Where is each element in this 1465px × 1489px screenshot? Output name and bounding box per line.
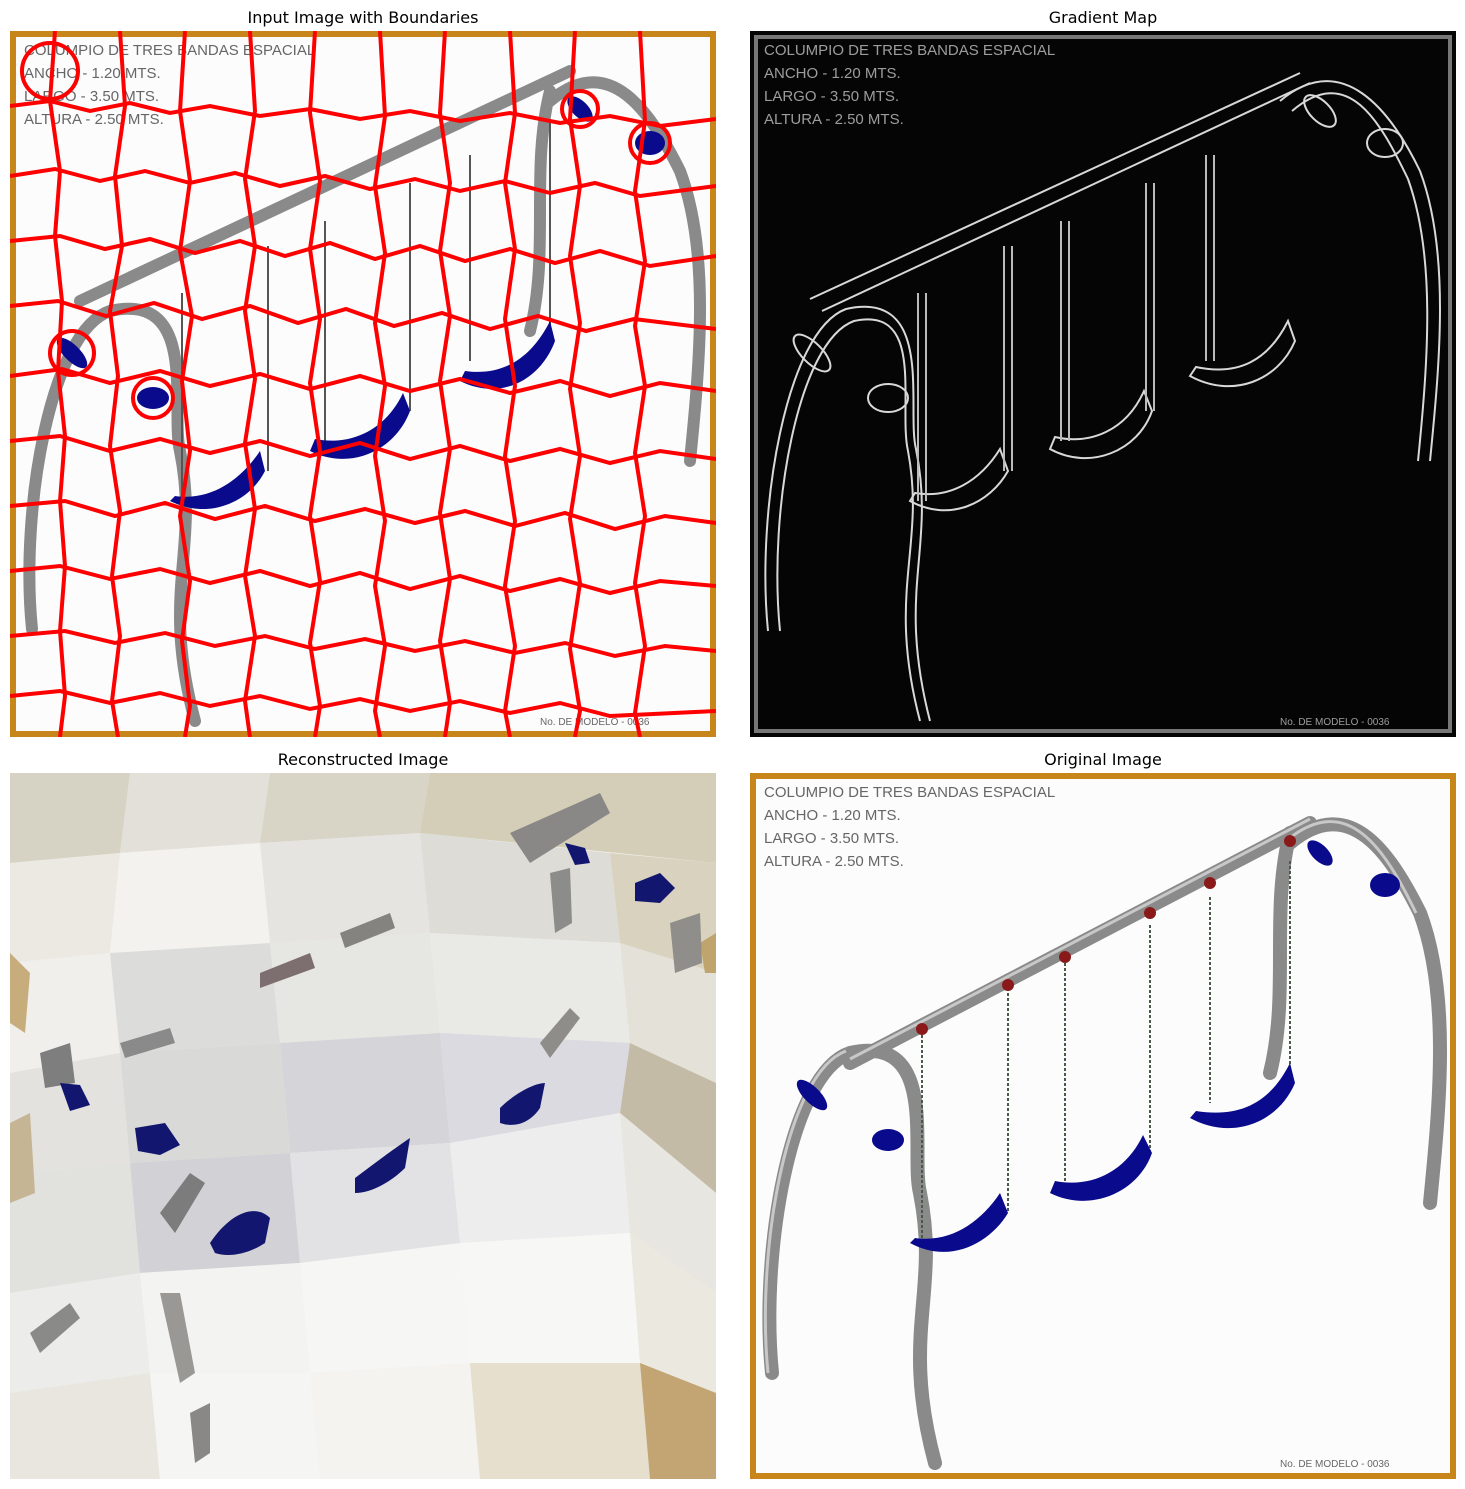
- superpixel-boundaries: [10, 31, 716, 737]
- gradient-svg: COLUMPIO DE TRES BANDAS ESPACIAL ANCHO -…: [750, 31, 1456, 737]
- boundaries-svg: COLUMPIO DE TRES BANDAS ESPACIAL ANCHO -…: [10, 31, 716, 737]
- gradient-chains: [917, 155, 1215, 501]
- reconstructed-seats: [60, 843, 675, 1255]
- original-chains: [921, 861, 1291, 1243]
- original-frame-border: [750, 773, 1456, 1479]
- model-number: No. DE MODELO - 0036: [540, 717, 650, 728]
- swing-seats: [56, 96, 665, 510]
- title-gradient: Gradient Map: [1048, 8, 1158, 27]
- original-tube-highlights: [763, 817, 1418, 1374]
- spec-line-2: ANCHO - 1.20 MTS.: [24, 65, 161, 82]
- gradient-model-number: No. DE MODELO - 0036: [1280, 717, 1390, 728]
- original-spec-line-3: LARGO - 3.50 MTS.: [764, 830, 899, 847]
- original-model-number: No. DE MODELO - 0036: [1280, 1459, 1390, 1470]
- boundaries-image: COLUMPIO DE TRES BANDAS ESPACIAL ANCHO -…: [10, 31, 716, 737]
- title-original: Original Image: [1044, 750, 1162, 769]
- reconstructed-image: [10, 773, 716, 1479]
- title-boundaries: Input Image with Boundaries: [247, 8, 479, 27]
- original-spec-line-4: ALTURA - 2.50 MTS.: [764, 853, 904, 870]
- gradient-frame: [754, 35, 1452, 733]
- title-reconstructed: Reconstructed Image: [277, 750, 449, 769]
- gradient-spec-line-2: ANCHO - 1.20 MTS.: [764, 65, 901, 82]
- gradient-edges: [764, 72, 1441, 722]
- original-hangers: [916, 835, 1296, 1035]
- original-spec-line-1: COLUMPIO DE TRES BANDAS ESPACIAL: [764, 784, 1055, 801]
- original-swing-frame: [762, 816, 1447, 1470]
- reconstructed-tubes: [30, 793, 702, 1463]
- original-spec-line-2: ANCHO - 1.20 MTS.: [764, 807, 901, 824]
- spec-line-1: COLUMPIO DE TRES BANDAS ESPACIAL: [24, 42, 315, 59]
- original-image: COLUMPIO DE TRES BANDAS ESPACIAL ANCHO -…: [750, 773, 1456, 1479]
- reconstructed-svg: [10, 773, 716, 1479]
- original-swing-seats: [796, 840, 1400, 1252]
- swing-frame: [23, 65, 706, 727]
- spec-line-4: ALTURA - 2.50 MTS.: [24, 111, 164, 128]
- gradient-spec-line-4: ALTURA - 2.50 MTS.: [764, 111, 904, 128]
- original-svg: COLUMPIO DE TRES BANDAS ESPACIAL ANCHO -…: [750, 773, 1456, 1479]
- gradient-spec-line-3: LARGO - 3.50 MTS.: [764, 88, 899, 105]
- reconstructed-regions: [10, 773, 716, 1479]
- gradient-spec-line-1: COLUMPIO DE TRES BANDAS ESPACIAL: [764, 42, 1055, 59]
- gradient-map: COLUMPIO DE TRES BANDAS ESPACIAL ANCHO -…: [750, 31, 1456, 737]
- frame-border: [10, 31, 716, 737]
